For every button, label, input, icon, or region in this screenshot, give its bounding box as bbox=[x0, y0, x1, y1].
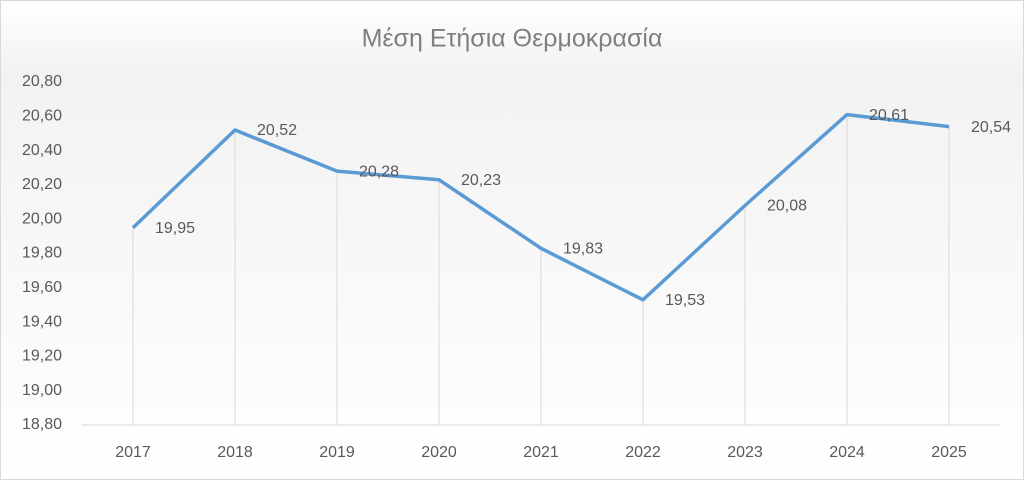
x-tick-label: 2018 bbox=[217, 444, 253, 461]
x-tick-label: 2019 bbox=[319, 444, 355, 461]
y-tick-label: 19,40 bbox=[22, 313, 62, 330]
data-label: 20,54 bbox=[971, 119, 1011, 136]
data-label: 20,61 bbox=[869, 107, 909, 124]
y-tick-label: 19,20 bbox=[22, 348, 62, 365]
data-label: 20,28 bbox=[359, 163, 399, 180]
data-label: 20,52 bbox=[257, 122, 297, 139]
y-tick-label: 19,60 bbox=[22, 279, 62, 296]
y-tick-label: 19,80 bbox=[22, 245, 62, 262]
data-label: 19,53 bbox=[665, 292, 705, 309]
y-tick-label: 20,20 bbox=[22, 176, 62, 193]
data-line bbox=[131, 112, 950, 302]
y-tick-label: 20,80 bbox=[22, 73, 62, 90]
chart-title: Μέση Ετήσια Θερμοκρασία bbox=[362, 25, 663, 53]
x-tick-label: 2023 bbox=[727, 444, 763, 461]
y-tick-label: 19,00 bbox=[22, 382, 62, 399]
x-tick-label: 2017 bbox=[115, 444, 151, 461]
data-label: 20,23 bbox=[461, 172, 501, 189]
x-tick-label: 2020 bbox=[421, 444, 457, 461]
y-tick-label: 20,00 bbox=[22, 210, 62, 227]
x-tick-label: 2021 bbox=[523, 444, 559, 461]
data-label: 20,08 bbox=[767, 198, 807, 215]
data-label: 19,83 bbox=[563, 241, 603, 258]
data-label: 19,95 bbox=[155, 220, 195, 237]
x-tick-label: 2022 bbox=[625, 444, 661, 461]
x-tick-label: 2024 bbox=[829, 444, 865, 461]
x-tick-label: 2025 bbox=[931, 444, 967, 461]
y-tick-label: 18,80 bbox=[22, 416, 62, 433]
y-tick-label: 20,40 bbox=[22, 142, 62, 159]
y-tick-label: 20,60 bbox=[22, 108, 62, 125]
